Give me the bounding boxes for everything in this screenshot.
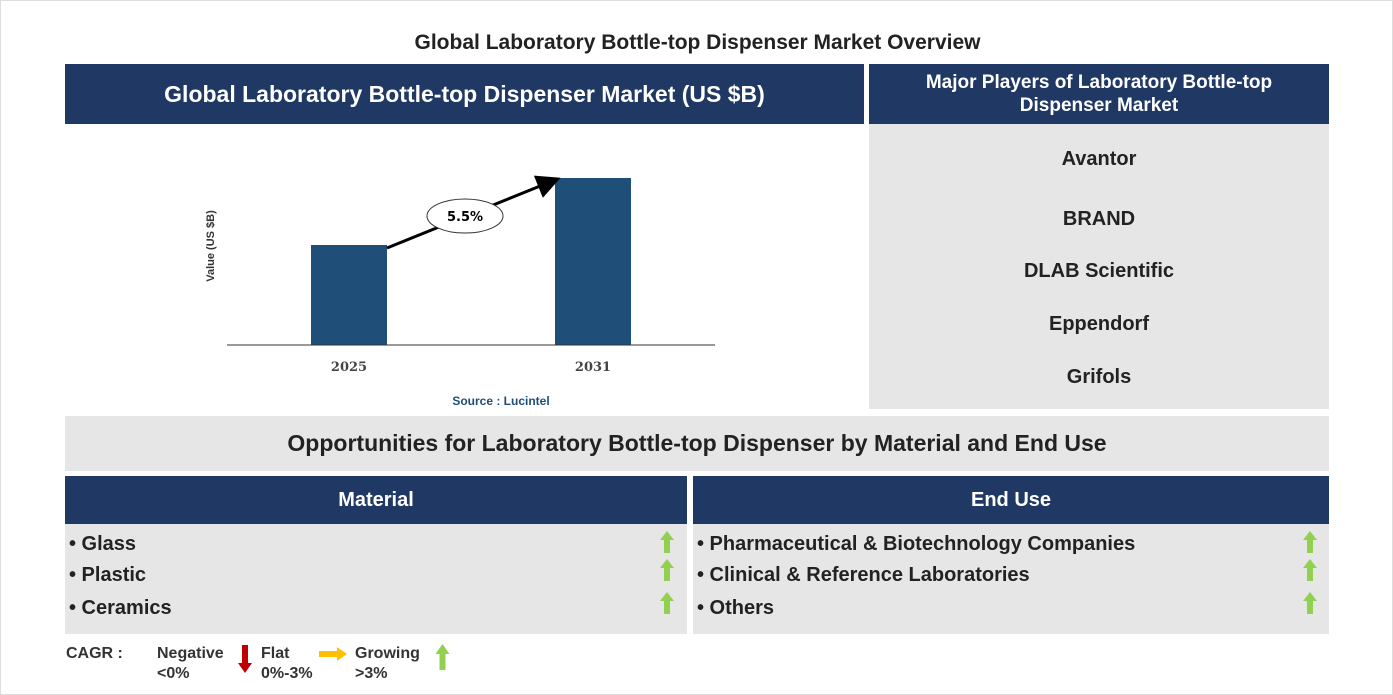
growing-arrow-icon	[1303, 559, 1317, 581]
legend-growing: Growing >3%	[355, 644, 420, 684]
material-header: Material	[65, 476, 687, 524]
page-title: Global Laboratory Bottle-top Dispenser M…	[414, 31, 981, 54]
source-label: Source : Lucintel	[452, 394, 549, 408]
chart-header: Global Laboratory Bottle-top Dispenser M…	[65, 64, 864, 124]
growing-arrow-icon	[660, 559, 674, 581]
opportunities-header: Opportunities for Laboratory Bottle-top …	[65, 416, 1329, 471]
material-item: • Ceramics	[69, 597, 172, 619]
legend-negative-range: <0%	[157, 665, 190, 682]
player-item: Eppendorf	[1049, 313, 1149, 335]
growing-arrow-icon	[435, 644, 450, 670]
end-use-header: End Use	[693, 476, 1329, 524]
cagr-ellipse	[426, 198, 504, 234]
legend-flat-range: 0%-3%	[261, 665, 313, 682]
end-use-panel	[693, 524, 1329, 634]
legend-label: CAGR :	[66, 645, 123, 662]
legend-growing-label: Growing	[355, 645, 420, 662]
bar-chart: Value (US $B) 2025 2031 5.5% Source : Luc…	[205, 175, 715, 408]
legend-flat-label: Flat	[261, 645, 290, 662]
player-item: BRAND	[1062, 208, 1136, 230]
negative-arrow-icon	[238, 645, 252, 673]
player-item: Avantor	[1061, 148, 1137, 170]
legend-flat: Flat 0%-3%	[261, 644, 313, 684]
player-item: DLAB Scientific	[1023, 260, 1175, 282]
cagr-annotation: 5.5%	[447, 210, 483, 225]
x-tick-label: 2031	[575, 360, 611, 375]
y-axis-label: Value (US $B)	[205, 210, 217, 282]
legend-growing-range: >3%	[355, 665, 388, 682]
legend-negative-label: Negative	[157, 645, 224, 662]
end-use-item: • Others	[697, 597, 775, 619]
legend-negative: Negative <0%	[157, 644, 224, 684]
end-use-item: • Clinical & Reference Laboratories	[697, 564, 1030, 586]
player-item: Grifols	[1066, 366, 1132, 388]
x-tick-label: 2025	[331, 360, 367, 375]
growing-arrow-icon	[660, 531, 674, 553]
players-panel	[869, 124, 1329, 409]
material-item: • Glass	[69, 533, 137, 555]
material-item: • Plastic	[69, 564, 147, 586]
bar-2025	[311, 245, 387, 345]
flat-arrow-icon	[319, 647, 347, 661]
end-use-item: • Pharmaceutical & Biotechnology Compani…	[697, 533, 1136, 555]
players-header: Major Players of Laboratory Bottle-top D…	[869, 64, 1329, 124]
material-panel	[65, 524, 687, 634]
bar-2031	[555, 178, 631, 345]
growing-arrow-icon	[1303, 592, 1317, 614]
growing-arrow-icon	[1303, 531, 1317, 553]
growing-arrow-icon	[660, 592, 674, 614]
